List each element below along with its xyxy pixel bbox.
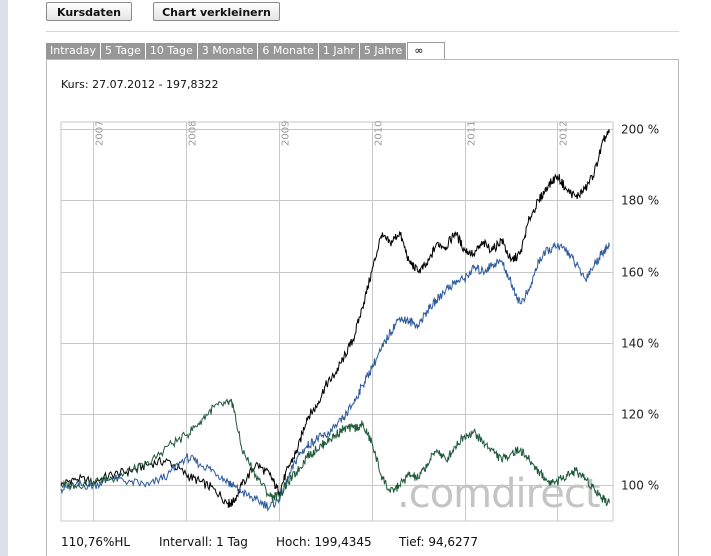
tab-5-tage[interactable]: 5 Tage: [101, 43, 146, 59]
tab-3-monate[interactable]: 3 Monate: [197, 43, 259, 59]
series-line: [60, 398, 610, 507]
y-tick-label: 100 %: [621, 479, 659, 493]
plot-frame: [60, 121, 614, 522]
stat-intervall: Intervall: 1 Tag: [159, 535, 248, 549]
kursdaten-button[interactable]: Kursdaten: [46, 2, 132, 21]
x-tick-label: 2007: [95, 121, 106, 146]
stat-hl: 110,76%HL: [61, 535, 131, 549]
tab-1-jahr[interactable]: 1 Jahr: [318, 43, 360, 59]
y-tick-label: 180 %: [621, 194, 659, 208]
tab-5-jahre[interactable]: 5 Jahre: [359, 43, 408, 59]
x-tick-label: 2012: [559, 121, 570, 146]
y-tick-label: 120 %: [621, 408, 659, 422]
y-tick-label: 160 %: [621, 266, 659, 280]
stat-tief: Tief: 94,6277: [399, 535, 478, 549]
toolbar-divider: [46, 31, 679, 32]
x-tick-label: 2011: [467, 121, 478, 146]
x-tick-label: 2008: [188, 121, 199, 146]
comdirect-watermark: .comdirect: [397, 471, 600, 517]
series-line: [60, 129, 610, 508]
series-line: [60, 241, 610, 512]
timerange-tabs: Intraday 5 Tage 10 Tage 3 Monate 6 Monat…: [46, 42, 446, 60]
chart-verkleinern-button[interactable]: Chart verkleinern: [153, 2, 280, 21]
x-tick-label: 2009: [281, 121, 292, 146]
tab-intraday[interactable]: Intraday: [46, 43, 102, 59]
y-tick-label: 140 %: [621, 337, 659, 351]
kurs-label: Kurs: 27.07.2012 - 197,8322: [61, 78, 219, 91]
x-tick-label: 2010: [374, 121, 385, 146]
tab-max[interactable]: ∞: [407, 42, 446, 59]
chart-panel: [46, 59, 679, 556]
tab-6-monate[interactable]: 6 Monate: [258, 43, 319, 59]
tab-10-tage[interactable]: 10 Tage: [145, 43, 198, 59]
y-tick-label: 200 %: [621, 123, 659, 137]
stat-hoch: Hoch: 199,4345: [276, 535, 372, 549]
left-rail: [0, 0, 8, 556]
